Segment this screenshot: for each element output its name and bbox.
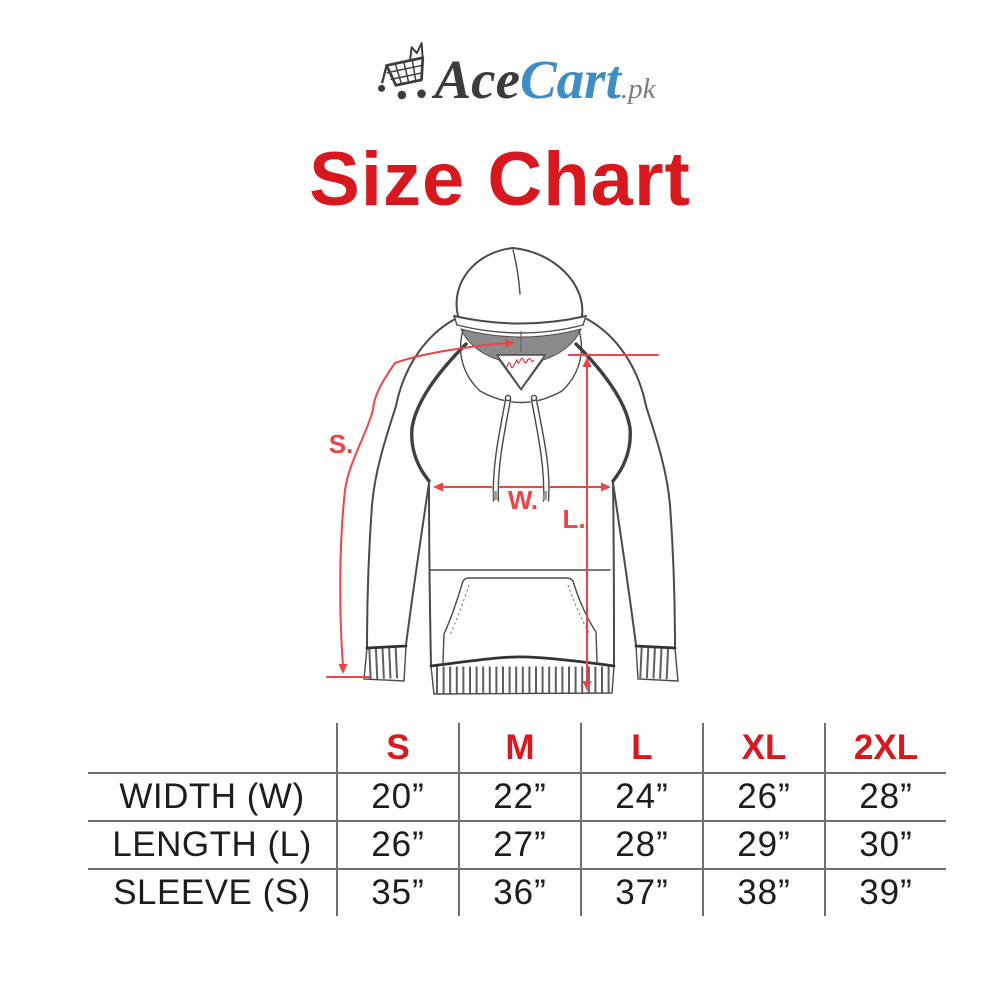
sleeve-label: S.	[329, 429, 354, 459]
hood	[453, 247, 587, 391]
size-table: S M L XL 2XL WIDTH (W) 20” 22” 24” 26” 2…	[88, 723, 946, 916]
table-corner-cell	[88, 723, 336, 772]
size-col-header: 2XL	[824, 723, 946, 772]
page-title: Size Chart	[309, 137, 691, 222]
size-value: 26”	[702, 772, 824, 820]
size-value: 27”	[458, 820, 580, 868]
left-cuff	[363, 644, 408, 682]
size-value: 22”	[458, 772, 580, 820]
size-col-header: L	[580, 723, 702, 772]
brand-logo: AceCart.pk	[0, 42, 1000, 112]
size-value: 28”	[824, 772, 946, 820]
size-value: 26”	[336, 820, 458, 868]
size-col-header: S	[336, 723, 458, 772]
hem-band	[429, 655, 616, 695]
size-value: 35”	[336, 868, 458, 916]
row-label-sleeve: SLEEVE (S)	[88, 868, 336, 916]
width-label: W.	[508, 485, 538, 515]
logo-text-tld: .pk	[620, 73, 656, 105]
collar-and-drawstrings	[459, 329, 583, 404]
length-label: L.	[562, 504, 585, 534]
row-label-width: WIDTH (W)	[88, 772, 336, 820]
size-value: 20”	[336, 772, 458, 820]
size-col-header: XL	[702, 723, 824, 772]
size-col-header: M	[458, 723, 580, 772]
size-value: 24”	[580, 772, 702, 820]
size-value: 39”	[824, 868, 946, 916]
neck-placket	[496, 354, 546, 390]
size-value: 38”	[702, 868, 824, 916]
hood-brand-mark	[506, 358, 535, 369]
drawstrings	[492, 394, 550, 502]
size-value: 29”	[702, 820, 824, 868]
size-value: 30”	[824, 820, 946, 868]
size-value: 28”	[580, 820, 702, 868]
sleeve-arrow-bottom	[338, 664, 348, 674]
shopping-cart-icon	[378, 42, 427, 100]
size-value: 37”	[580, 868, 702, 916]
hoodie-body	[366, 318, 676, 667]
kangaroo-pocket	[429, 569, 611, 664]
logo-text-ace: Ace	[434, 49, 520, 110]
sleeve-arrow-top	[505, 338, 515, 348]
row-label-length: LENGTH (L)	[88, 820, 336, 868]
logo-text-cart: Cart	[520, 49, 621, 110]
measurement-annotations: S. W. L.	[326, 338, 659, 691]
hoodie-measurement-diagram: S. W. L.	[326, 247, 679, 695]
size-value: 36”	[458, 868, 580, 916]
right-cuff	[634, 644, 679, 682]
